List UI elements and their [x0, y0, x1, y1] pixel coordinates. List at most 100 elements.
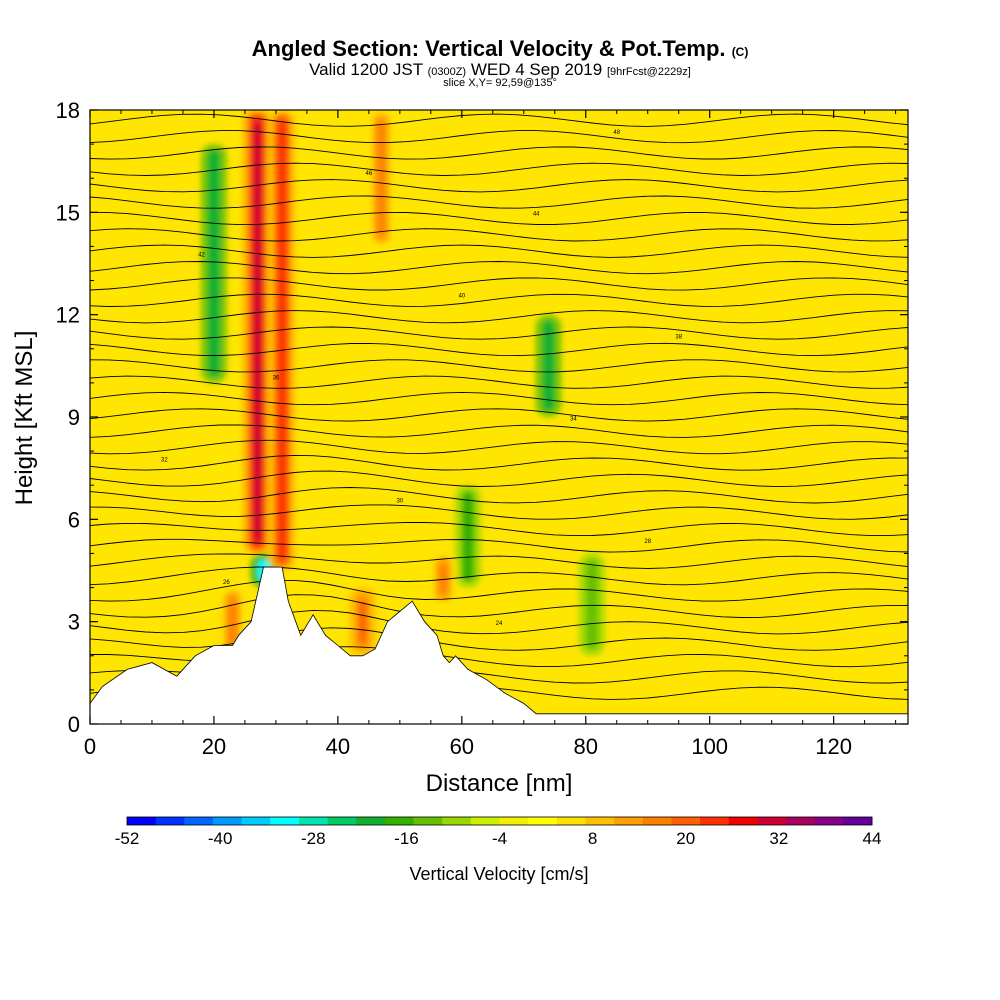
isentrope-17	[90, 408, 908, 422]
isentrope-21	[90, 342, 908, 357]
isentrope-label: 34	[570, 416, 577, 422]
colorbar-swatch	[442, 817, 472, 825]
isentrope-24	[90, 293, 908, 307]
colorbar-swatch	[671, 817, 701, 825]
isentrope-14	[90, 454, 908, 471]
isentrope-6	[90, 579, 908, 602]
isentrope-19	[90, 375, 908, 389]
updraft-core-3	[358, 599, 367, 644]
isentrope-30	[90, 195, 908, 209]
x-axis-title: Distance [nm]	[426, 770, 573, 797]
y-tick-label: 0	[68, 712, 80, 737]
isentrope-26	[90, 261, 908, 275]
isentrope-35	[90, 113, 908, 127]
colorbar: -52 -40 -28 -16 -4 8 20 32 44	[115, 816, 882, 848]
isentrope-16	[90, 424, 908, 438]
isentrope-4	[90, 609, 908, 635]
colorbar-swatch	[270, 817, 300, 825]
isentrope-32	[90, 162, 908, 176]
isentrope-3	[90, 627, 908, 651]
downdraft-core-4	[585, 559, 598, 650]
colorbar-label: -16	[394, 829, 419, 848]
isentrope-label: 26	[223, 580, 230, 586]
isentrope-12	[90, 487, 908, 504]
colorbar-swatch	[356, 817, 386, 825]
y-tick-label: 6	[68, 507, 80, 532]
isentrope-7	[90, 566, 908, 586]
isentrope-5	[90, 594, 908, 618]
chart-title: Angled Section: Vertical Velocity & Pot.…	[251, 36, 749, 61]
updraft-core-2	[377, 122, 386, 235]
isentrope-29	[90, 211, 908, 226]
isentrope-31	[90, 179, 908, 193]
isentrope-18	[90, 391, 908, 406]
y-tick-label: 9	[68, 405, 80, 430]
isentrope-22	[90, 326, 908, 340]
isentrope-8	[90, 553, 908, 569]
isentrope-33	[90, 146, 908, 160]
colorbar-swatch	[241, 817, 271, 825]
updraft-core-5	[228, 599, 237, 644]
updraft-core-1	[278, 122, 287, 559]
isentrope-11	[90, 504, 908, 520]
colorbar-label: -52	[115, 829, 140, 848]
isentrope-label: 40	[458, 294, 465, 300]
isentrope-label: 36	[273, 375, 280, 381]
x-tick-label: 20	[202, 734, 226, 759]
colorbar-swatch	[470, 817, 500, 825]
y-tick-label: 18	[56, 98, 80, 123]
colorbar-label: 44	[863, 829, 882, 848]
isentrope-label: 32	[161, 457, 168, 463]
x-tick-label: 40	[326, 734, 350, 759]
y-tick-label: 3	[68, 610, 80, 635]
isentrope-28	[90, 228, 908, 242]
x-tick-label: 0	[84, 734, 96, 759]
colorbar-swatch	[585, 817, 615, 825]
x-tick-label: 120	[815, 734, 852, 759]
colorbar-label: -40	[208, 829, 233, 848]
colorbar-swatch	[700, 817, 730, 825]
colorbar-label: -4	[492, 829, 507, 848]
isentrope-27	[90, 244, 908, 258]
colorbar-frame	[126, 816, 873, 826]
colorbar-label: 8	[588, 829, 597, 848]
isentrope-label: 42	[198, 253, 205, 259]
colorbar-swatch	[556, 817, 586, 825]
colorbar-swatch	[127, 817, 157, 825]
isentrope-15	[90, 439, 908, 455]
colorbar-swatch	[184, 817, 214, 825]
y-tick-label: 15	[56, 200, 80, 225]
x-tick-label: 100	[691, 734, 728, 759]
colorbar-swatch	[499, 817, 529, 825]
x-tick-label: 60	[450, 734, 474, 759]
colorbar-label: 32	[769, 829, 788, 848]
isentrope-label: 24	[496, 621, 503, 627]
colorbar-swatch	[757, 817, 787, 825]
colorbar-swatch	[728, 817, 758, 825]
downdraft-core-0	[207, 150, 220, 377]
colorbar-swatch	[413, 817, 443, 825]
colorbar-label: 20	[676, 829, 695, 848]
colorbar-swatch	[298, 817, 329, 825]
colorbar-swatch	[614, 817, 644, 825]
colorbar-swatch	[528, 817, 558, 825]
isentrope-label: 46	[366, 171, 373, 177]
updraft-core-0	[253, 122, 262, 542]
y-axis-title: Height [Kft MSL]	[11, 331, 38, 506]
x-tick-label: 80	[574, 734, 598, 759]
colorbar-swatch	[327, 817, 357, 825]
colorbar-label: -28	[301, 829, 326, 848]
colorbar-title: Vertical Velocity [cm/s]	[409, 864, 588, 884]
terrain	[90, 566, 908, 724]
isentrope-10	[90, 522, 908, 537]
isentrope-9	[90, 538, 908, 553]
isentrope-label: 30	[397, 498, 404, 504]
colorbar-swatch	[786, 817, 816, 825]
colorbar-swatch	[642, 817, 672, 825]
isentrope-23	[90, 310, 908, 324]
colorbar-swatch	[384, 817, 415, 825]
isentrope-label: 48	[613, 130, 620, 136]
isentrope-20	[90, 359, 908, 373]
